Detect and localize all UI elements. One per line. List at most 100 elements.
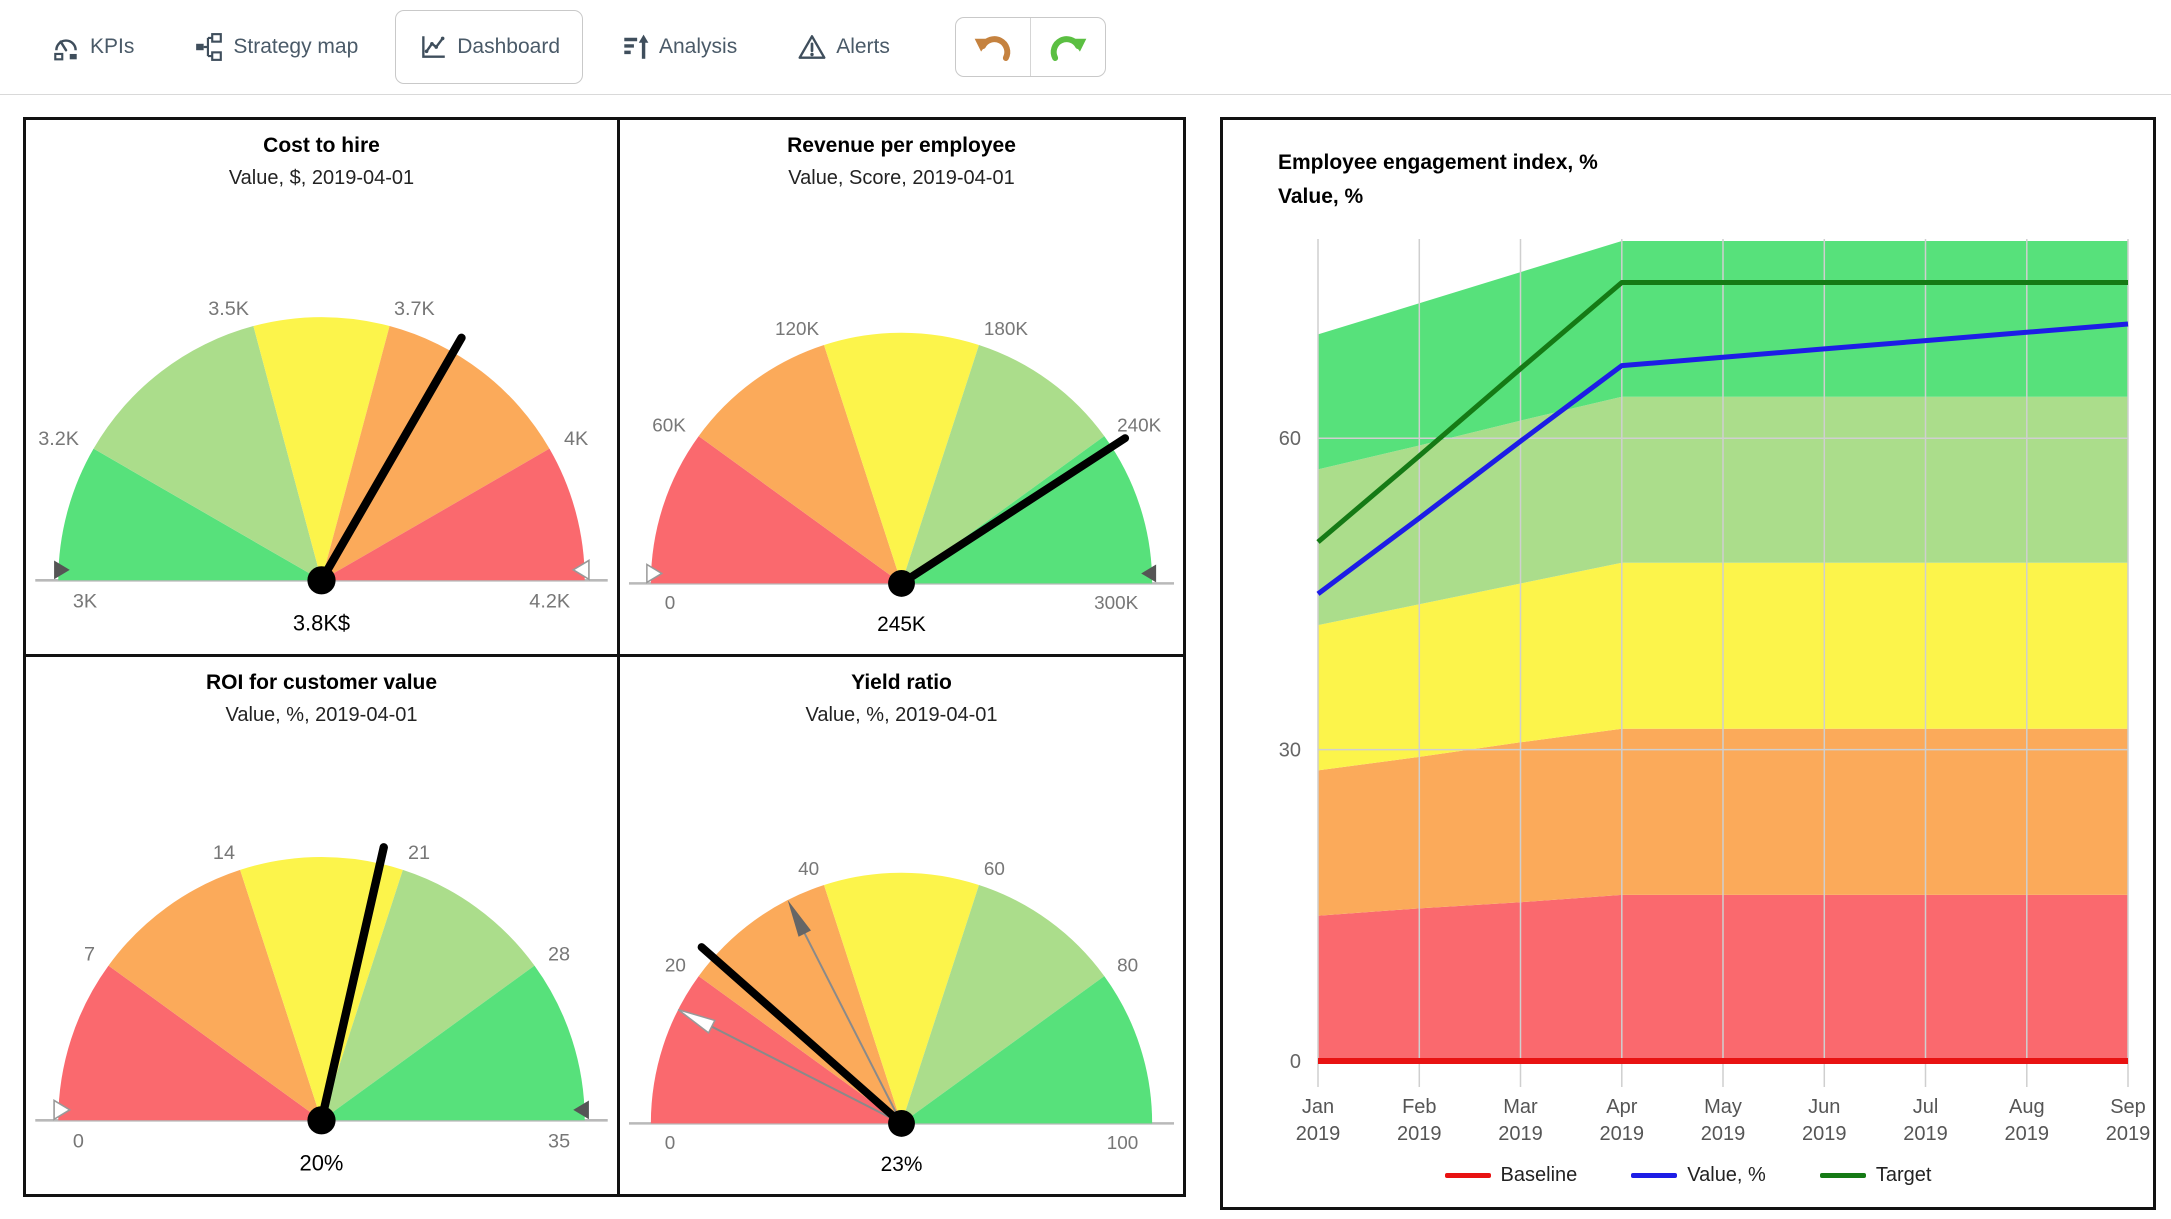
tab-dashboard[interactable]: Dashboard [395,10,583,84]
gauge-subtitle: Value, $, 2019-04-01 [228,167,415,189]
svg-text:3.5K: 3.5K [208,298,249,320]
svg-text:2019: 2019 [1498,1123,1543,1145]
gauge-icon [54,39,77,61]
svg-text:May: May [1704,1096,1742,1118]
legend-swatch [1631,1173,1678,1178]
svg-text:20: 20 [665,955,686,976]
svg-text:2019: 2019 [1397,1123,1442,1145]
gauge-chart[interactable]: 7 14 21 28 0 35 20% [29,809,614,1190]
svg-text:2019: 2019 [1903,1123,1948,1145]
analysis-icon [624,34,649,59]
svg-text:3.2K: 3.2K [38,428,79,450]
gauge-panel-revenue-per-employee: Revenue per employee Value, Score, 2019-… [617,117,1186,657]
svg-text:3.8K$: 3.8K$ [293,610,350,635]
gauge-title: Cost to hire [263,134,380,157]
svg-text:21: 21 [408,842,430,864]
area-chart: 0 30 60 Jan 2019 Feb 2019 Mar 2019 Apr 2019 May 2019… [1223,215,2153,1165]
svg-text:2019: 2019 [2106,1123,2151,1145]
legend-item-target: Target [1819,1164,1932,1187]
engagement-chart-panel: Employee engagement index, % Value, % 0 3… [1220,117,2156,1210]
chart-title: Employee engagement index, % [1278,151,1598,174]
chart-subtitle: Value, % [1278,185,1364,208]
tab-analysis[interactable]: Analysis [597,10,760,84]
svg-text:40: 40 [798,859,819,880]
svg-text:Mar: Mar [1503,1096,1538,1118]
tab-alerts[interactable]: Alerts [774,10,913,84]
history-button-group [954,17,1106,77]
gauge-subtitle: Value, Score, 2019-04-01 [788,167,1015,189]
svg-text:28: 28 [548,943,570,965]
gauge-chart[interactable]: 3.2K 3.5K 3.7K 4K 3K 4.2K 3.8K$ [29,269,614,650]
gauge-panel-roi-customer-value: ROI for customer value Value, %, 2019-04… [23,654,620,1197]
svg-text:20%: 20% [300,1150,344,1175]
svg-text:Apr: Apr [1606,1096,1637,1118]
gauge-chart[interactable]: 20 40 60 80 0 100 23% [623,827,1180,1190]
svg-text:60: 60 [1279,428,1301,450]
svg-text:3.7K: 3.7K [394,298,435,320]
tab-bar: KPIs Strategy map Dashboard [0,0,2171,95]
tab-label: Strategy map [233,35,359,58]
gauge-title: Revenue per employee [787,134,1016,157]
undo-button[interactable] [956,18,1030,76]
svg-text:Jun: Jun [1808,1096,1840,1118]
svg-text:2019: 2019 [2005,1123,2050,1145]
legend-item-value: Value, % [1631,1164,1766,1187]
tab-label: Analysis [659,35,738,58]
svg-text:4K: 4K [564,428,588,450]
svg-text:14: 14 [213,842,235,864]
gauge-title: ROI for customer value [205,671,438,694]
svg-text:80: 80 [1117,955,1138,976]
gauge-chart[interactable]: 60K 120K 180K 240K 0 300K 245K [623,287,1180,650]
tab-label: KPIs [90,35,135,58]
svg-text:300K: 300K [1094,593,1138,614]
chart-title-block: Employee engagement index, % Value, % [1278,146,1598,214]
svg-text:100: 100 [1107,1133,1139,1154]
svg-text:240K: 240K [1117,415,1161,436]
gauge-subtitle: Value, %, 2019-04-01 [225,704,418,726]
gauge-title: Yield ratio [851,671,952,694]
svg-text:Jul: Jul [1913,1096,1939,1118]
svg-text:245K: 245K [877,613,926,636]
svg-text:0: 0 [1290,1051,1301,1073]
svg-text:Aug: Aug [2009,1096,2045,1118]
legend-label: Target [1875,1164,1932,1186]
svg-text:Feb: Feb [1402,1096,1436,1118]
legend-label: Value, % [1687,1164,1766,1186]
redo-button[interactable] [1029,18,1105,76]
tab-label: Dashboard [457,35,560,58]
svg-text:60: 60 [984,859,1005,880]
gauge-subtitle: Value, %, 2019-04-01 [805,704,998,726]
svg-text:60K: 60K [652,415,686,436]
legend-label: Baseline [1500,1164,1578,1186]
svg-text:4.2K: 4.2K [529,590,570,612]
svg-text:2019: 2019 [1296,1123,1341,1145]
svg-text:180K: 180K [984,319,1028,340]
svg-text:Sep: Sep [2110,1096,2146,1118]
gauge-panel-yield-ratio: Yield ratio Value, %, 2019-04-01 20 40 60 8… [617,654,1186,1197]
svg-text:30: 30 [1279,740,1301,762]
line-chart-icon [422,36,446,58]
legend-item-baseline: Baseline [1444,1164,1578,1187]
svg-text:35: 35 [548,1130,570,1152]
svg-text:23%: 23% [881,1153,923,1176]
chart-legend: Baseline Value, % Target [1223,1164,2153,1187]
tab-strategy-map[interactable]: Strategy map [171,10,381,84]
legend-swatch [1444,1173,1491,1178]
tab-label: Alerts [836,35,890,58]
svg-text:0: 0 [73,1130,84,1152]
gauge-panel-cost-to-hire: Cost to hire Value, $, 2019-04-01 3.2K 3.… [23,117,620,657]
svg-text:120K: 120K [775,319,819,340]
tab-kpis[interactable]: KPIs [28,10,157,84]
svg-text:3K: 3K [73,590,97,612]
svg-text:0: 0 [665,593,676,614]
svg-text:2019: 2019 [1600,1123,1645,1145]
svg-text:Jan: Jan [1302,1096,1334,1118]
svg-text:7: 7 [84,943,95,965]
svg-text:0: 0 [665,1133,676,1154]
strategy-map-icon [196,33,223,61]
warning-triangle-icon [798,35,826,59]
legend-swatch [1819,1173,1866,1178]
svg-text:2019: 2019 [1701,1123,1746,1145]
redo-arrow-icon [1050,36,1087,61]
